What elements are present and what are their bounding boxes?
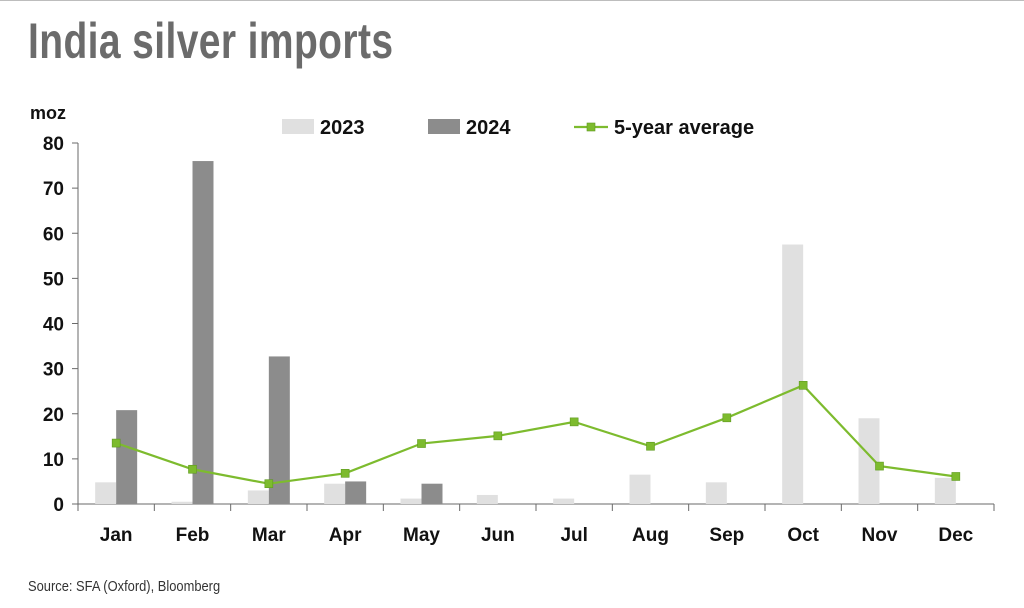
bar-2023-dec — [934, 477, 956, 504]
marker-5-year-average-jun — [493, 431, 503, 441]
y-tick-label: 10 — [43, 450, 64, 471]
bar-2024-jan — [116, 410, 138, 504]
x-tick-label-jun: Jun — [481, 525, 515, 546]
legend-swatch-2024 — [428, 119, 460, 134]
x-tick-label-feb: Feb — [176, 525, 210, 546]
legend-label-2024: 2024 — [466, 117, 511, 139]
bar-2023-aug — [629, 474, 651, 504]
bar-2023-mar — [247, 490, 269, 504]
top-divider — [0, 0, 1024, 1]
marker-5-year-average-dec — [951, 472, 961, 481]
source-note: Source: SFA (Oxford), Bloomberg — [28, 578, 221, 595]
x-tick-label-apr: Apr — [329, 525, 362, 546]
marker-5-year-average-may — [417, 439, 426, 448]
marker-5-year-average-mar — [264, 479, 274, 488]
marker-5-year-average-feb — [188, 464, 197, 474]
bar-2023-feb — [171, 501, 193, 504]
bar-2024-may — [421, 483, 443, 504]
marker-5-year-average-jul — [569, 417, 579, 427]
legend-swatch-2023 — [282, 119, 314, 134]
x-tick-label-mar: Mar — [252, 525, 286, 546]
legend-label-2023: 2023 — [320, 117, 365, 139]
marker-5-year-average-sep — [722, 413, 732, 423]
legend-marker-5-year-average — [586, 122, 596, 132]
y-tick-label: 60 — [43, 224, 64, 245]
marker-5-year-average-aug — [646, 441, 655, 451]
x-tick-label-oct: Oct — [787, 525, 819, 546]
y-tick-label: 0 — [53, 495, 64, 516]
x-tick-label-jul: Jul — [560, 525, 587, 546]
y-tick-label: 70 — [43, 179, 64, 200]
bar-2023-jul — [553, 498, 575, 504]
marker-5-year-average-apr — [340, 469, 350, 478]
x-tick-label-aug: Aug — [632, 525, 669, 546]
x-tick-label-sep: Sep — [709, 525, 744, 546]
marker-5-year-average-jan — [111, 438, 121, 448]
bar-2024-mar — [268, 356, 290, 504]
legend-label-5-year-average: 5-year average — [614, 117, 754, 139]
bar-2023-apr — [324, 483, 346, 504]
bar-2023-may — [400, 498, 422, 504]
x-tick-label-nov: Nov — [862, 525, 898, 546]
y-tick-label: 50 — [43, 269, 64, 290]
bar-2023-jan — [95, 482, 117, 504]
y-tick-label: 40 — [43, 315, 64, 336]
bar-2024-apr — [345, 481, 367, 504]
line-5-year-average — [115, 384, 956, 485]
bar-2023-nov — [858, 418, 880, 504]
y-tick-label: 30 — [43, 360, 64, 381]
bar-2023-sep — [705, 482, 727, 504]
marker-5-year-average-oct — [798, 381, 808, 390]
y-tick-label: 80 — [43, 134, 64, 155]
marker-5-year-average-nov — [875, 461, 884, 471]
x-tick-label-jan: Jan — [100, 525, 133, 546]
x-tick-label-dec: Dec — [938, 525, 973, 546]
page-title: India silver imports — [28, 13, 394, 69]
y-tick-label: 20 — [43, 405, 64, 426]
bar-2024-feb — [192, 161, 214, 505]
y-axis-unit-label: moz — [30, 103, 66, 123]
bar-2023-oct — [782, 244, 804, 504]
x-tick-label-may: May — [403, 525, 440, 546]
bar-2023-jun — [476, 494, 498, 504]
